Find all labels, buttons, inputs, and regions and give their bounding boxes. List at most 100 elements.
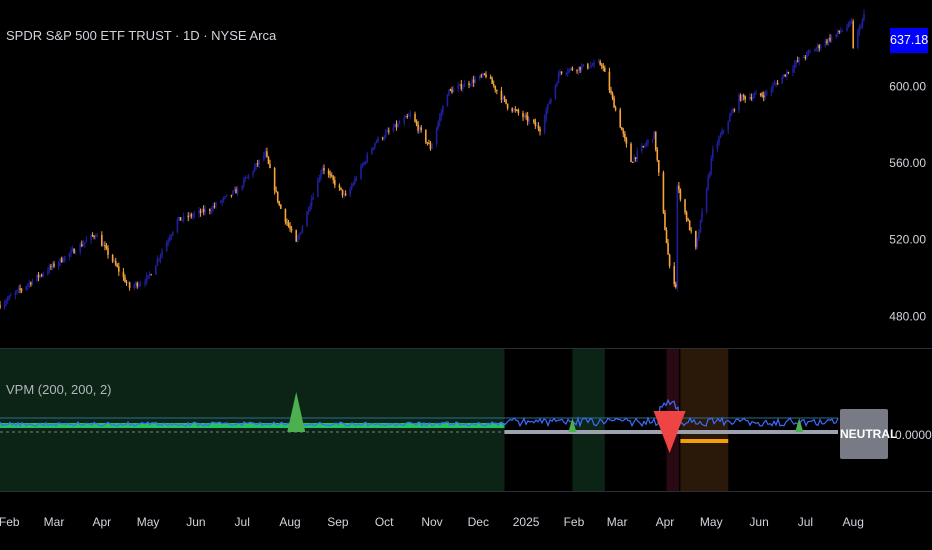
candle-body	[125, 282, 128, 284]
candle-body	[622, 130, 625, 134]
candle-body	[511, 108, 514, 112]
time-tick-label: May	[700, 515, 723, 529]
candle-body	[593, 62, 595, 66]
candle-body	[94, 236, 97, 238]
candle-body	[417, 124, 419, 131]
candle-body	[139, 283, 142, 285]
candle-body	[204, 209, 206, 213]
candle-body	[17, 288, 20, 291]
candle-body	[426, 142, 429, 144]
candle-body	[633, 157, 635, 163]
candle-body	[846, 27, 848, 31]
time-tick-label: Mar	[44, 515, 65, 529]
candle-body	[0, 304, 1, 308]
candle-body	[8, 295, 11, 299]
symbol-title[interactable]: SPDR S&P 500 ETF TRUST · 1D · NYSE Arca	[6, 28, 277, 43]
candle-body	[457, 85, 460, 89]
candle-body	[489, 77, 492, 79]
candle-body	[556, 83, 558, 86]
candle-body	[5, 301, 7, 304]
candle-body	[662, 172, 665, 213]
candle-body	[744, 96, 746, 100]
candle-body	[360, 165, 362, 179]
candle-body	[696, 238, 699, 248]
candle-body	[483, 73, 486, 75]
candle-body	[375, 141, 378, 143]
candle-body	[301, 226, 304, 233]
candle-body	[863, 13, 865, 20]
candle-body	[701, 211, 703, 220]
candle-body	[852, 21, 854, 48]
candle-body	[684, 199, 686, 213]
candle-body	[192, 215, 194, 217]
candle-body	[619, 109, 622, 128]
candle-body	[124, 277, 126, 283]
candle-body	[349, 188, 352, 196]
candle-body	[318, 177, 321, 180]
candle-body	[442, 106, 444, 113]
candle-body	[388, 130, 390, 132]
candle-body	[576, 70, 578, 72]
candle-body	[816, 45, 819, 49]
candle-body	[784, 74, 787, 77]
candle-body	[242, 179, 245, 187]
candle-body	[685, 212, 688, 220]
candle-body	[85, 240, 88, 243]
candle-body	[500, 90, 503, 100]
candle-body	[847, 22, 850, 28]
candle-body	[53, 263, 55, 267]
candle-body	[247, 175, 250, 178]
candle-body	[161, 251, 163, 256]
candle-body	[840, 31, 842, 33]
candle-body	[6, 298, 9, 302]
candle-body	[364, 161, 367, 163]
candle-body	[80, 244, 83, 247]
candle-body	[803, 57, 805, 59]
time-tick-label: Apr	[656, 515, 675, 529]
candle-body	[323, 168, 325, 171]
candle-body	[298, 234, 301, 238]
candle-body	[577, 66, 580, 72]
candle-body	[226, 194, 228, 197]
candle-body	[363, 162, 365, 165]
candle-body	[47, 271, 49, 274]
candle-body	[384, 132, 387, 137]
candle-body	[219, 202, 222, 204]
candle-body	[128, 282, 131, 288]
candle-body	[728, 115, 731, 122]
time-tick-label: 2025	[513, 515, 540, 529]
candle-body	[786, 71, 788, 77]
candle-body	[366, 154, 368, 162]
candle-body	[96, 235, 98, 237]
candle-body	[608, 71, 611, 91]
indicator-title[interactable]: VPM (200, 200, 2)	[6, 382, 112, 397]
candle-body	[181, 219, 183, 221]
candle-body	[19, 288, 21, 290]
candle-body	[435, 128, 438, 144]
candle-body	[548, 103, 551, 105]
candle-body	[354, 178, 356, 184]
candle-body	[79, 244, 82, 253]
candle-body	[329, 174, 331, 176]
candle-body	[84, 242, 86, 245]
candle-body	[841, 30, 844, 32]
candle-body	[676, 186, 679, 288]
candle-body	[150, 274, 152, 276]
time-axis[interactable]: Feb Mar Apr May Jun Jul Aug Sep Oct Nov Dec 2025 Feb…	[0, 515, 864, 529]
candle-body	[546, 104, 549, 111]
candle-body	[60, 258, 63, 263]
candle-body	[656, 149, 659, 161]
candle-body	[307, 210, 310, 212]
last-price-badge: 637.18	[890, 28, 928, 53]
candle-body	[16, 290, 18, 293]
price-axis[interactable]: 600.00 560.00 520.00 480.00	[889, 80, 926, 324]
candle-body	[321, 168, 324, 174]
candle-body	[156, 259, 159, 266]
candle-body	[246, 177, 248, 179]
candle-body	[630, 143, 632, 162]
candle-body	[602, 65, 605, 68]
candle-body	[28, 282, 31, 285]
candle-body	[145, 276, 148, 283]
candle-body	[471, 79, 473, 85]
